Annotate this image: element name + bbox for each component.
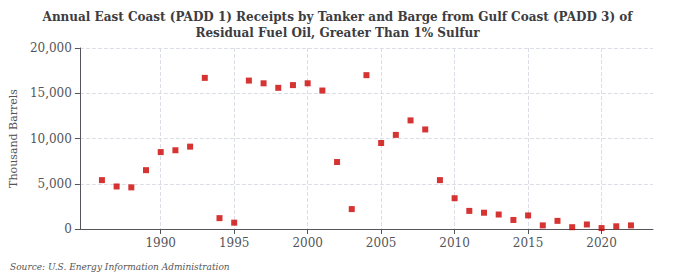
svg-text:0: 0: [64, 222, 72, 236]
svg-text:2005: 2005: [366, 236, 397, 250]
svg-text:10,000: 10,000: [30, 132, 72, 146]
svg-text:Source: U.S. Energy Informatio: Source: U.S. Energy Information Administ…: [10, 262, 230, 272]
svg-text:2015: 2015: [513, 236, 544, 250]
svg-text:2010: 2010: [439, 236, 470, 250]
svg-text:2000: 2000: [292, 236, 323, 250]
svg-text:1995: 1995: [219, 236, 250, 250]
svg-text:1990: 1990: [145, 236, 176, 250]
svg-text:Residual Fuel Oil, Greater Tha: Residual Fuel Oil, Greater Than 1% Sulfu…: [196, 26, 481, 40]
svg-text:20,000: 20,000: [30, 41, 72, 55]
svg-text:5,000: 5,000: [38, 177, 72, 191]
svg-text:Annual East Coast (PADD 1) Rec: Annual East Coast (PADD 1) Receipts by T…: [42, 10, 634, 24]
svg-text:15,000: 15,000: [30, 86, 72, 100]
svg-text:2020: 2020: [586, 236, 617, 250]
svg-text:Thousand Barrels: Thousand Barrels: [7, 89, 20, 188]
